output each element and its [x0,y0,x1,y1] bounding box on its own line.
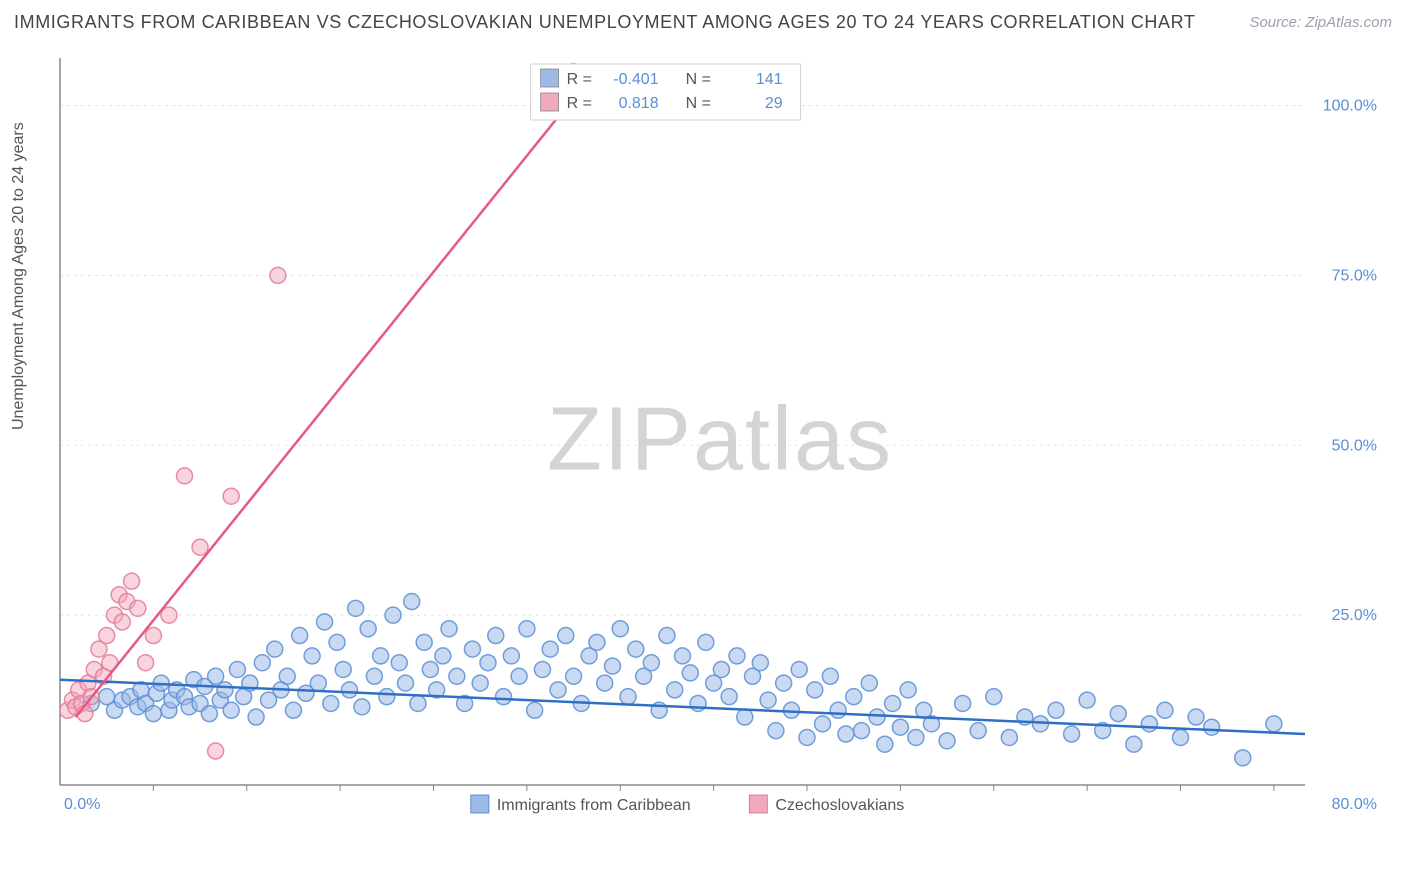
svg-text:50.0%: 50.0% [1332,437,1377,454]
svg-text:100.0%: 100.0% [1323,98,1377,115]
svg-text:N =: N = [686,95,711,112]
svg-text:R =: R = [567,95,592,112]
svg-text:0.0%: 0.0% [64,796,100,813]
chart-title: IMMIGRANTS FROM CARIBBEAN VS CZECHOSLOVA… [14,12,1196,33]
svg-text:Immigrants from Caribbean: Immigrants from Caribbean [497,797,691,814]
source-attribution: Source: ZipAtlas.com [1249,14,1392,31]
scatter-plot: 25.0% 50.0% 75.0% 100.0% 0.0% 80.0% R = -0.401 N… [55,50,1385,830]
svg-text:29: 29 [765,95,783,112]
y-axis-label: Unemployment Among Ages 20 to 24 years [10,122,28,430]
svg-text:0.818: 0.818 [619,95,659,112]
svg-text:80.0%: 80.0% [1332,796,1377,813]
svg-text:R =: R = [567,71,592,88]
svg-text:75.0%: 75.0% [1332,267,1377,284]
svg-text:N =: N = [686,71,711,88]
svg-text:141: 141 [756,71,783,88]
svg-text:Czechoslovakians: Czechoslovakians [775,797,904,814]
svg-text:25.0%: 25.0% [1332,607,1377,624]
svg-text:-0.401: -0.401 [613,71,658,88]
